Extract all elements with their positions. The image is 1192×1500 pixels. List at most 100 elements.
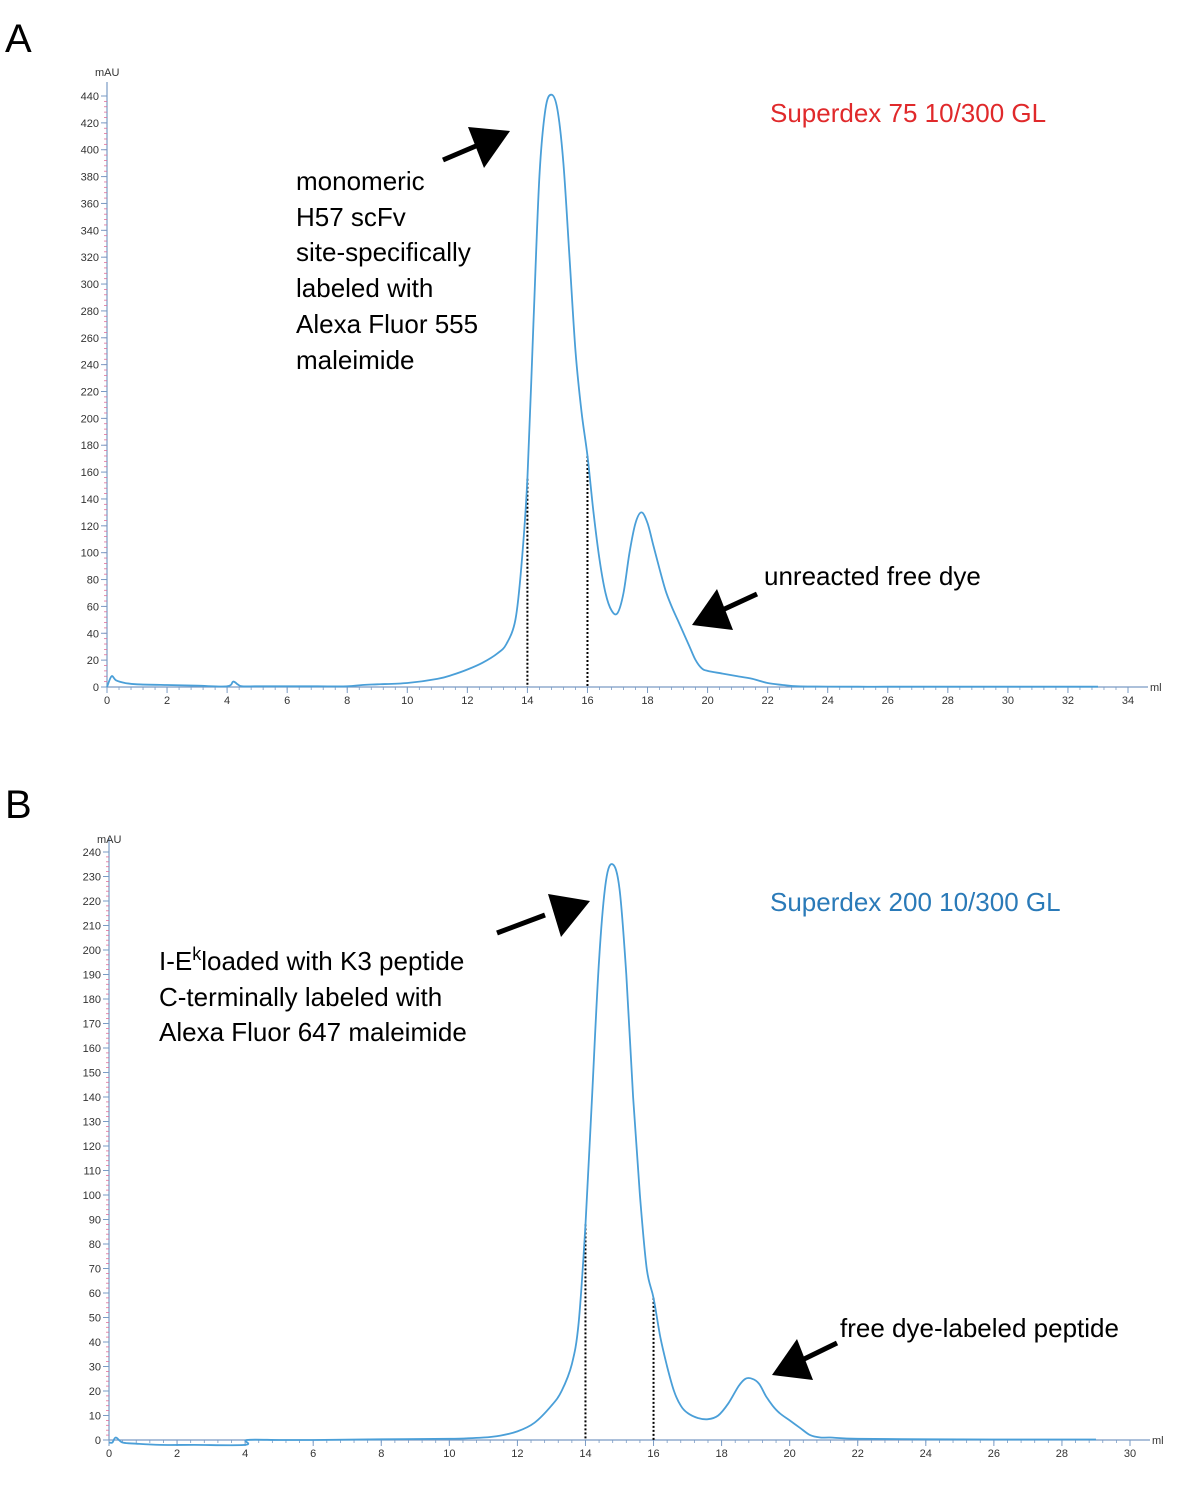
arrow-icon [442, 127, 510, 168]
x-tick-label: 26 [988, 1448, 1000, 1460]
y-tick-label: 230 [83, 872, 101, 884]
annotation-ie: I-E [159, 946, 192, 976]
y-tick-label: 120 [83, 1141, 101, 1153]
x-tick-label: 12 [511, 1448, 523, 1460]
x-tick-label: 24 [920, 1448, 932, 1460]
y-tick-label: 60 [87, 601, 99, 613]
y-tick-label: 180 [81, 440, 99, 452]
annotation-line: maleimide [296, 345, 415, 375]
y-unit-label: mAU [97, 834, 122, 846]
x-tick-label: 4 [224, 695, 230, 707]
y-tick-label: 210 [83, 921, 101, 933]
arrow-icon [692, 589, 759, 630]
annotation-free-dye: unreacted free dye [764, 561, 981, 591]
chart-panel-a: 0204060801001201401601802002202402602803… [81, 67, 1162, 707]
y-tick-label: 320 [81, 252, 99, 264]
x-tick-label: 16 [581, 695, 593, 707]
y-tick-label: 100 [81, 548, 99, 560]
x-tick-label: 32 [1062, 695, 1074, 707]
y-tick-label: 20 [89, 1386, 101, 1398]
annotation-line: C-terminally labeled with [159, 982, 442, 1012]
y-tick-label: 110 [83, 1166, 101, 1178]
x-tick-label: 10 [401, 695, 413, 707]
x-tick-label: 22 [762, 695, 774, 707]
x-tick-label: 18 [641, 695, 653, 707]
x-tick-label: 14 [521, 695, 533, 707]
x-tick-label: 30 [1002, 695, 1014, 707]
y-tick-label: 180 [83, 994, 101, 1006]
x-tick-label: 24 [822, 695, 834, 707]
annotation-line: Alexa Fluor 647 maleimide [159, 1017, 467, 1047]
x-unit-label: ml [1150, 682, 1162, 694]
x-tick-label: 6 [310, 1448, 316, 1460]
y-tick-label: 220 [81, 387, 99, 399]
x-tick-label: 28 [942, 695, 954, 707]
x-tick-label: 12 [461, 695, 473, 707]
column-label-b: Superdex 200 10/300 GL [770, 887, 1061, 917]
annotation-line: I-Ekloaded with K3 peptide [159, 944, 464, 976]
y-tick-label: 280 [81, 306, 99, 318]
y-tick-label: 160 [83, 1043, 101, 1055]
x-tick-label: 34 [1122, 695, 1134, 707]
y-tick-label: 200 [83, 945, 101, 957]
y-tick-label: 20 [87, 655, 99, 667]
annotation-monomeric: monomeric H57 scFv site-specifically lab… [296, 166, 478, 375]
x-tick-label: 20 [784, 1448, 796, 1460]
x-tick-label: 18 [715, 1448, 727, 1460]
y-tick-label: 140 [81, 494, 99, 506]
y-tick-label: 440 [81, 91, 99, 103]
y-tick-label: 100 [83, 1190, 101, 1202]
y-tick-label: 0 [93, 682, 99, 694]
x-tick-label: 22 [852, 1448, 864, 1460]
x-tick-label: 26 [882, 695, 894, 707]
y-tick-label: 150 [83, 1068, 101, 1080]
y-tick-label: 90 [89, 1215, 101, 1227]
y-unit-label: mAU [95, 67, 120, 79]
annotation-superscript-k: k [192, 944, 202, 964]
x-tick-label: 14 [579, 1448, 591, 1460]
y-tick-label: 0 [95, 1435, 101, 1447]
y-tick-label: 220 [83, 896, 101, 908]
panel-letter-a: A [5, 17, 32, 61]
y-tick-label: 240 [83, 847, 101, 859]
y-tick-label: 130 [83, 1117, 101, 1129]
y-tick-label: 360 [81, 198, 99, 210]
y-tick-label: 50 [89, 1313, 101, 1325]
arrow-icon [496, 894, 590, 937]
y-tick-label: 300 [81, 279, 99, 291]
y-tick-label: 260 [81, 333, 99, 345]
y-tick-label: 190 [83, 970, 101, 982]
x-tick-label: 2 [174, 1448, 180, 1460]
x-tick-label: 30 [1124, 1448, 1136, 1460]
x-tick-label: 0 [104, 695, 110, 707]
uv-trace-line [106, 93, 1098, 688]
x-tick-label: 4 [242, 1448, 248, 1460]
x-tick-label: 20 [701, 695, 713, 707]
y-tick-label: 70 [89, 1264, 101, 1276]
column-label-a: Superdex 75 10/300 GL [770, 98, 1046, 128]
annotation-loaded: loaded with K3 peptide [201, 946, 464, 976]
y-tick-label: 120 [81, 521, 99, 533]
y-tick-label: 40 [87, 628, 99, 640]
y-tick-label: 420 [81, 118, 99, 130]
y-tick-label: 80 [87, 575, 99, 587]
x-tick-label: 6 [284, 695, 290, 707]
arrow-icon [772, 1339, 839, 1380]
x-tick-label: 10 [443, 1448, 455, 1460]
x-tick-label: 28 [1056, 1448, 1068, 1460]
y-tick-label: 40 [89, 1337, 101, 1349]
y-tick-label: 160 [81, 467, 99, 479]
panel-letter-b: B [5, 783, 32, 827]
x-tick-label: 2 [164, 695, 170, 707]
annotation-line: H57 scFv [296, 202, 406, 232]
x-unit-label: ml [1152, 1435, 1164, 1447]
x-tick-label: 8 [378, 1448, 384, 1460]
x-tick-label: 8 [344, 695, 350, 707]
annotation-line: labeled with [296, 273, 433, 303]
annotation-ie-k: I-Ekloaded with K3 peptide C-terminally … [159, 944, 467, 1047]
y-tick-label: 380 [81, 172, 99, 184]
annotation-line: site-specifically [296, 237, 471, 267]
annotation-line: monomeric [296, 166, 425, 196]
y-tick-label: 10 [89, 1411, 101, 1423]
